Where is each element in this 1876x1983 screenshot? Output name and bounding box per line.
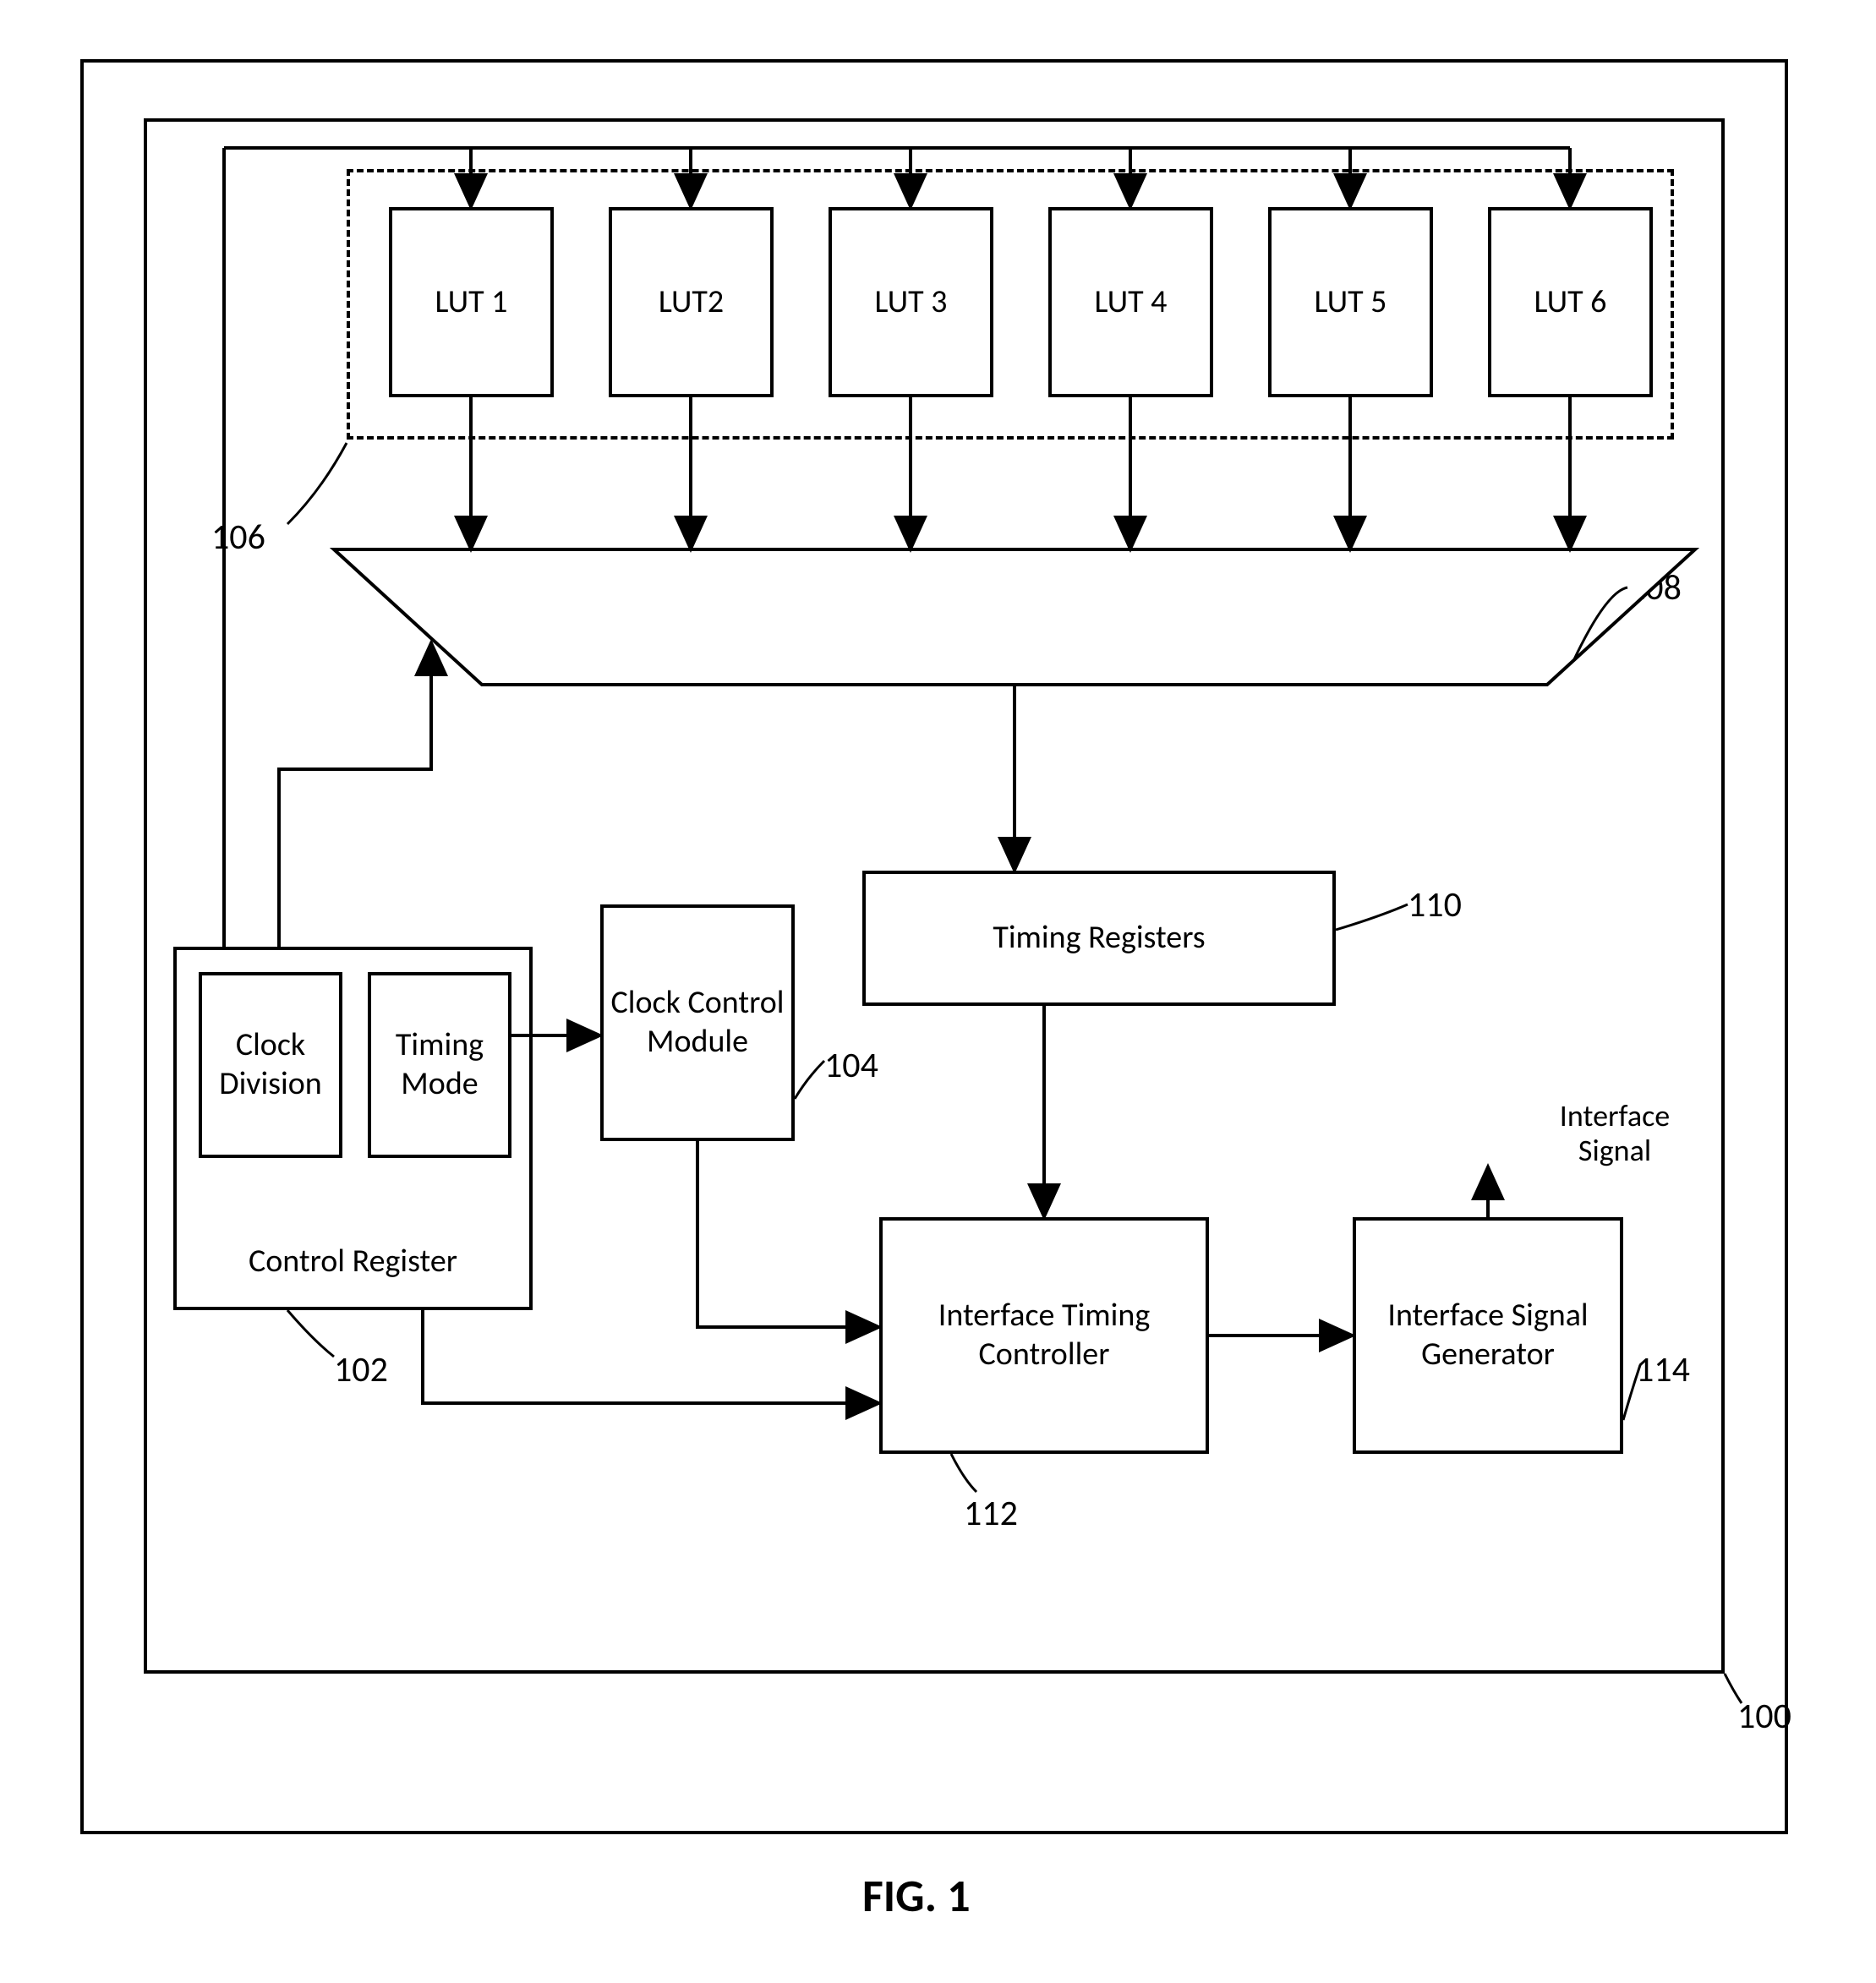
interface-signal-generator: Interface Signal Generator	[1353, 1217, 1623, 1454]
lut-2-label: LUT2	[659, 283, 724, 322]
lut-4-label: LUT 4	[1095, 283, 1168, 322]
itc-label: Interface Timing Controller	[883, 1297, 1206, 1374]
lut-5-label: LUT 5	[1315, 283, 1387, 322]
ref-110: 110	[1408, 883, 1462, 926]
lut-3: LUT 3	[829, 207, 993, 397]
ref-112: 112	[964, 1492, 1018, 1535]
lut-4: LUT 4	[1048, 207, 1213, 397]
ref-102: 102	[334, 1348, 388, 1391]
control-register-label: Control Register	[249, 1243, 457, 1281]
ref-108: 108	[1627, 566, 1682, 609]
timing-registers: Timing Registers	[862, 871, 1336, 1006]
lut-2: LUT2	[609, 207, 774, 397]
ref-106: 106	[211, 516, 265, 559]
figure-caption: FIG. 1	[862, 1868, 971, 1924]
lut-6: LUT 6	[1488, 207, 1653, 397]
timing-mode-label: Timing Mode	[371, 1026, 508, 1103]
ref-114: 114	[1636, 1348, 1690, 1391]
diagram-canvas: LUT 1 LUT2 LUT 3 LUT 4 LUT 5 LUT 6 Timin…	[34, 34, 1843, 1944]
timing-mode: Timing Mode	[368, 972, 511, 1158]
isg-label: Interface Signal Generator	[1356, 1297, 1620, 1374]
lut-3-label: LUT 3	[875, 283, 948, 322]
interface-timing-controller: Interface Timing Controller	[879, 1217, 1209, 1454]
clock-control-module: Clock Control Module	[600, 904, 795, 1141]
multiplexer-label: Multiplexer	[879, 586, 1150, 629]
ref-104: 104	[824, 1044, 878, 1087]
clock-control-module-label: Clock Control Module	[604, 984, 791, 1061]
ref-100: 100	[1737, 1695, 1791, 1738]
lut-1: LUT 1	[389, 207, 554, 397]
timing-registers-label: Timing Registers	[993, 919, 1205, 958]
clock-division-label: Clock Division	[202, 1026, 339, 1103]
lut-5: LUT 5	[1268, 207, 1433, 397]
lut-6-label: LUT 6	[1534, 283, 1607, 322]
clock-division: Clock Division	[199, 972, 342, 1158]
interface-signal-label: Interface Signal	[1539, 1099, 1691, 1169]
lut-1-label: LUT 1	[435, 283, 508, 322]
